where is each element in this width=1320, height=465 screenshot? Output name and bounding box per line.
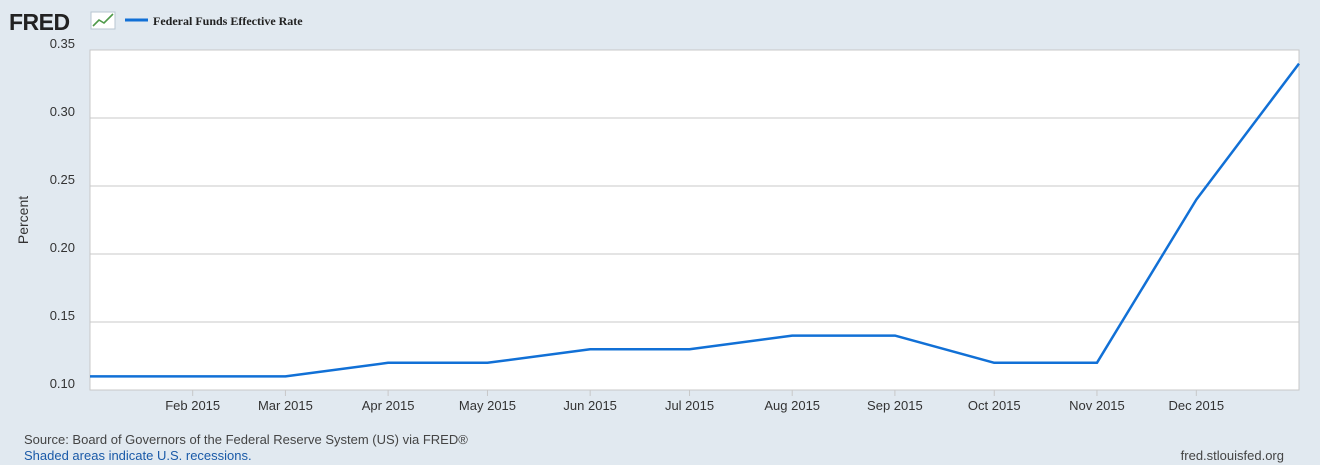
x-tick-label: Oct 2015 [968,398,1021,413]
site-link[interactable]: fred.stlouisfed.org [1181,448,1284,463]
x-tick-label: Feb 2015 [165,398,220,413]
y-tick-label: 0.35 [50,36,75,51]
legend-label: Federal Funds Effective Rate [153,14,303,28]
x-tick-label: Apr 2015 [362,398,415,413]
x-tick-label: Dec 2015 [1168,398,1224,413]
y-tick-label: 0.30 [50,104,75,119]
y-axis-label: Percent [15,196,31,244]
y-tick-label: 0.20 [50,240,75,255]
x-tick-label: Aug 2015 [764,398,820,413]
y-tick-label: 0.15 [50,308,75,323]
x-tick-label: Nov 2015 [1069,398,1125,413]
x-tick-label: Jul 2015 [665,398,714,413]
y-tick-label: 0.10 [50,376,75,391]
logo-icon [90,11,116,30]
plot-area [89,49,1300,391]
x-tick-label: Jun 2015 [563,398,617,413]
x-tick-label: Sep 2015 [867,398,923,413]
recession-note[interactable]: Shaded areas indicate U.S. recessions. [24,448,252,463]
x-tick-label: Mar 2015 [258,398,313,413]
x-tick-label: May 2015 [459,398,516,413]
source: Source: Board of Governors of the Federa… [24,432,468,447]
logo: FRED [9,9,70,35]
data-line [90,62,1300,378]
y-tick-label: 0.25 [50,172,75,187]
